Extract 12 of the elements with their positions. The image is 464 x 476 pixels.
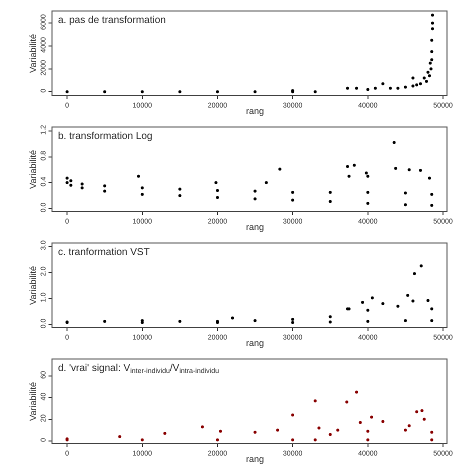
x-axis-title: rang — [246, 106, 264, 116]
x-axis-title: rang — [246, 338, 264, 348]
x-axis-title: rang — [246, 454, 264, 464]
y-axis-title: Variabilité — [28, 382, 38, 421]
chart-title: a. pas de transformation — [58, 15, 166, 26]
y-axis-title: Variabilité — [28, 266, 38, 305]
y-axis-title: Variabilité — [28, 34, 38, 73]
y-axis-title: Variabilité — [28, 150, 38, 189]
chart-title: b. transformation Log — [58, 131, 152, 142]
chart-title: c. tranformation VST — [58, 247, 150, 258]
x-axis-title: rang — [246, 222, 264, 232]
chart-title: d. 'vrai' signal: V$_{inter-individu}$/V$_{intra-individu}$ — [58, 363, 220, 376]
